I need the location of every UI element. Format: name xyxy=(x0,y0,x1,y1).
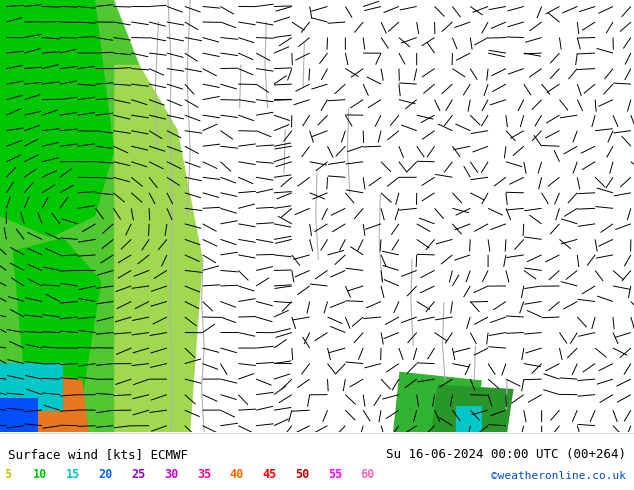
Text: Su 16-06-2024 00:00 UTC (00+264): Su 16-06-2024 00:00 UTC (00+264) xyxy=(386,448,626,462)
Polygon shape xyxy=(431,385,514,432)
Text: 20: 20 xyxy=(99,468,113,481)
Polygon shape xyxy=(456,406,482,432)
Text: 5: 5 xyxy=(4,468,11,481)
Polygon shape xyxy=(13,238,101,397)
Text: 60: 60 xyxy=(361,468,375,481)
Text: 30: 30 xyxy=(164,468,178,481)
Text: ©weatheronline.co.uk: ©weatheronline.co.uk xyxy=(491,471,626,481)
Text: 25: 25 xyxy=(131,468,146,481)
Polygon shape xyxy=(393,372,482,432)
Polygon shape xyxy=(0,368,89,432)
Text: 35: 35 xyxy=(197,468,211,481)
Polygon shape xyxy=(0,363,63,411)
Polygon shape xyxy=(114,65,203,432)
Text: 10: 10 xyxy=(33,468,48,481)
Text: 50: 50 xyxy=(295,468,309,481)
Polygon shape xyxy=(0,397,38,432)
Polygon shape xyxy=(0,0,174,432)
Text: 15: 15 xyxy=(66,468,81,481)
Text: 55: 55 xyxy=(328,468,342,481)
Text: 40: 40 xyxy=(230,468,244,481)
Text: 45: 45 xyxy=(262,468,276,481)
Text: Surface wind [kts] ECMWF: Surface wind [kts] ECMWF xyxy=(8,448,188,462)
Polygon shape xyxy=(0,0,114,238)
